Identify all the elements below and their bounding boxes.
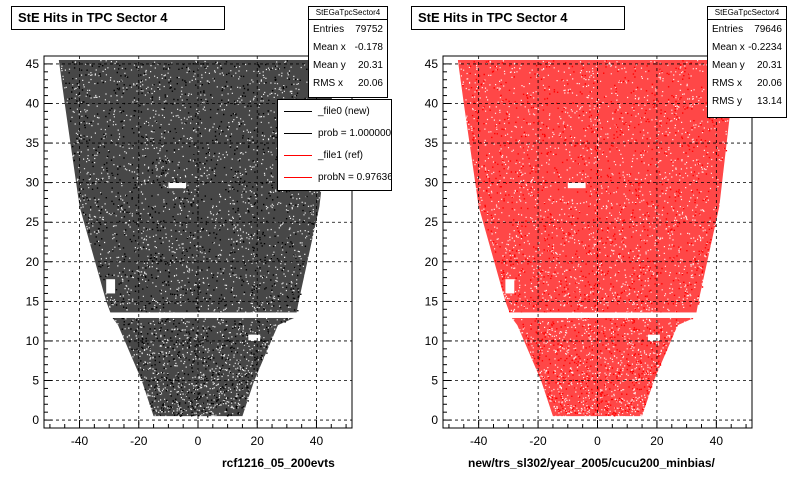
right-stats-row: RMS y 13.14 xyxy=(708,92,786,110)
y-tick-label: 5 xyxy=(32,374,39,388)
y-tick-label: 45 xyxy=(26,57,40,71)
stats-value: 13.14 xyxy=(756,95,782,107)
right-stats-row: Entries 79646 xyxy=(708,20,786,38)
stats-label: Entries xyxy=(712,23,744,35)
left-plot-title: StE Hits in TPC Sector 4 xyxy=(11,6,225,30)
x-tick-label: 20 xyxy=(251,434,265,448)
x-tick-label: 20 xyxy=(650,434,664,448)
y-tick-label: 40 xyxy=(425,96,439,110)
legend-line-swatch xyxy=(284,110,312,112)
hit-speckle xyxy=(61,60,334,418)
hit-hole xyxy=(248,334,261,341)
x-tick-label: -40 xyxy=(470,434,488,448)
x-tick-label: -20 xyxy=(130,434,148,448)
x-tick-label: 0 xyxy=(195,434,202,448)
stats-value: 20.06 xyxy=(357,77,383,89)
y-tick-label: 15 xyxy=(425,294,439,308)
y-tick-label: 10 xyxy=(425,334,439,348)
left-stats-row: Mean y 20.31 xyxy=(309,56,387,74)
right-x-axis-label: new/trs_sl302/year_2005/cucu200_minbias/ xyxy=(468,456,715,470)
y-tick-label: 20 xyxy=(425,255,439,269)
left-stats-row: Entries 79752 xyxy=(309,20,387,38)
stats-value: 20.06 xyxy=(756,77,782,89)
left-x-axis-label: rcf1216_05_200evts xyxy=(222,456,335,470)
right-stats-row: Mean y 20.31 xyxy=(708,56,786,74)
legend-entry: prob = 1.000000 xyxy=(278,122,391,144)
stats-value: 79646 xyxy=(754,23,782,35)
stats-value: 79752 xyxy=(355,23,383,35)
stats-label: Mean y xyxy=(712,59,745,71)
x-tick-label: 0 xyxy=(594,434,601,448)
y-tick-label: 10 xyxy=(26,334,40,348)
right-stats-box: StEGaTpcSector4 Entries 79646 Mean x -0.22… xyxy=(707,6,787,118)
stats-value: 20.31 xyxy=(756,59,782,71)
legend-label: _file1 (ref) xyxy=(318,149,364,161)
x-tick-label: -20 xyxy=(529,434,547,448)
legend-entry: _file0 (new) xyxy=(278,100,391,122)
legend-line-swatch xyxy=(284,154,312,156)
left-stats-row: Mean x -0.178 xyxy=(309,38,387,56)
y-tick-label: 35 xyxy=(26,136,40,150)
y-tick-label: 0 xyxy=(431,413,438,427)
hit-hole xyxy=(106,279,116,294)
right-stats-row: RMS x 20.06 xyxy=(708,74,786,92)
row-gap xyxy=(106,312,299,318)
y-tick-label: 25 xyxy=(26,215,40,229)
legend-entry: probN = 0.976368 xyxy=(278,166,391,188)
stats-label: Mean x xyxy=(313,41,346,53)
stats-value: -0.2234 xyxy=(748,41,782,53)
y-tick-label: 30 xyxy=(26,176,40,190)
legend-label: _file0 (new) xyxy=(318,105,370,117)
y-tick-label: 25 xyxy=(425,215,439,229)
y-tick-label: 5 xyxy=(431,374,438,388)
stats-label: Entries xyxy=(313,23,345,35)
y-tick-label: 35 xyxy=(425,136,439,150)
y-tick-label: 45 xyxy=(425,57,439,71)
left-stats-name: StEGaTpcSector4 xyxy=(309,7,387,20)
stats-label: Mean x xyxy=(712,41,745,53)
legend-label: probN = 0.976368 xyxy=(318,171,392,183)
legend-entry: _file1 (ref) xyxy=(278,144,391,166)
legend-line-swatch xyxy=(284,132,312,134)
x-tick-label: 40 xyxy=(710,434,724,448)
hit-hole xyxy=(648,334,660,341)
right-stats-row: Mean x -0.2234 xyxy=(708,38,786,56)
stats-label: RMS y xyxy=(712,95,742,107)
legend-box: _file0 (new) prob = 1.000000 _file1 (ref… xyxy=(277,99,392,191)
legend-line-swatch xyxy=(284,176,312,178)
hit-hole xyxy=(567,182,586,189)
y-tick-label: 0 xyxy=(32,413,39,427)
y-tick-label: 20 xyxy=(26,255,40,269)
row-gap xyxy=(505,312,699,318)
right-stats-name: StEGaTpcSector4 xyxy=(708,7,786,20)
left-stats-box: StEGaTpcSector4 Entries 79752 Mean x -0.17… xyxy=(308,6,388,98)
x-tick-label: -40 xyxy=(71,434,89,448)
hit-hole xyxy=(168,182,187,189)
hit-hole xyxy=(505,279,515,294)
stats-label: RMS x xyxy=(313,77,343,89)
y-tick-label: 15 xyxy=(26,294,40,308)
stats-value: 20.31 xyxy=(357,59,383,71)
stats-label: RMS x xyxy=(712,77,742,89)
y-tick-label: 40 xyxy=(26,96,40,110)
right-plot-title: StE Hits in TPC Sector 4 xyxy=(411,6,625,30)
y-tick-label: 30 xyxy=(425,176,439,190)
stats-value: -0.178 xyxy=(354,41,383,53)
left-stats-row: RMS x 20.06 xyxy=(309,74,387,92)
stats-label: Mean y xyxy=(313,59,346,71)
legend-label: prob = 1.000000 xyxy=(318,127,392,139)
x-tick-label: 40 xyxy=(310,434,324,448)
